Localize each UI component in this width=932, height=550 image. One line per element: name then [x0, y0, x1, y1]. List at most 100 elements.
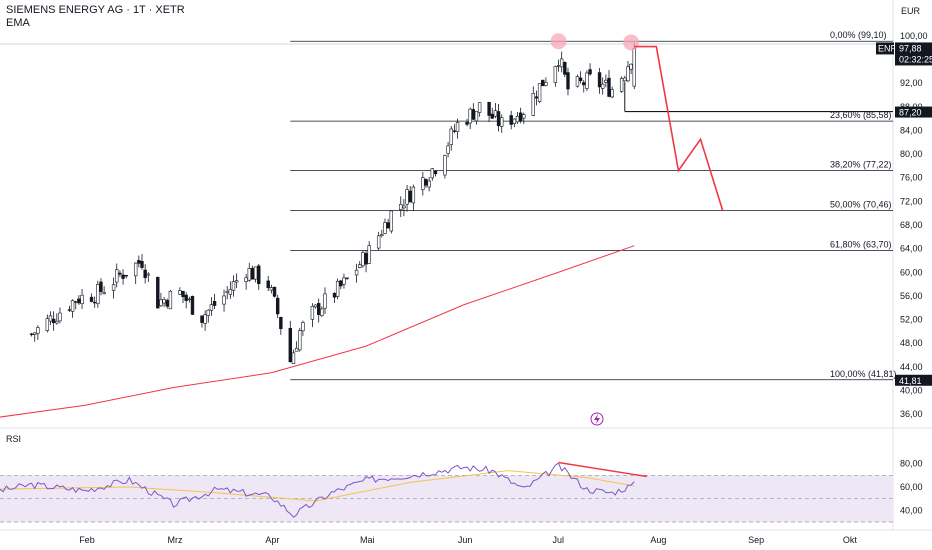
candle-body: [115, 269, 119, 283]
candle-body: [582, 82, 586, 86]
time-tick-label: Okt: [843, 535, 858, 545]
candle-body: [225, 290, 229, 293]
candle-body: [474, 110, 479, 122]
candle-body: [597, 72, 602, 88]
candle-body: [559, 58, 564, 68]
candle: [559, 51, 564, 73]
candle: [468, 107, 472, 130]
candle: [137, 255, 141, 268]
candle: [534, 90, 539, 106]
currency-label: EUR: [901, 6, 921, 16]
candle: [181, 290, 185, 304]
candle-body: [266, 280, 270, 289]
candle-body: [184, 294, 188, 301]
candle: [203, 310, 207, 331]
candle-body: [383, 222, 387, 234]
level-tag-1: 87,20: [895, 106, 932, 118]
price-tick-label: 44,00: [900, 362, 923, 372]
candle-body: [405, 189, 409, 205]
candle-body: [187, 298, 192, 301]
candle: [33, 332, 37, 342]
candle: [541, 79, 545, 87]
candle-body: [279, 316, 283, 329]
candle-body: [301, 322, 305, 332]
candle: [607, 69, 611, 98]
candle: [162, 297, 166, 308]
projection-path[interactable]: [634, 45, 724, 211]
candle: [585, 70, 589, 92]
candle: [269, 284, 274, 294]
lightning-icon[interactable]: [590, 412, 604, 426]
candle-body: [96, 284, 100, 304]
candle: [288, 320, 293, 363]
candle: [364, 250, 368, 273]
candle: [247, 262, 251, 282]
candle-body: [156, 276, 160, 309]
candle: [102, 286, 106, 295]
candle: [257, 263, 261, 290]
candle: [408, 185, 412, 203]
candle: [383, 218, 387, 235]
candle: [389, 210, 393, 234]
candle-body: [449, 128, 453, 145]
candle-body: [165, 300, 169, 307]
candle: [515, 111, 520, 124]
candle-body: [512, 118, 517, 124]
candle-body: [335, 280, 340, 297]
candle: [29, 332, 34, 337]
candle: [48, 311, 53, 326]
candle: [629, 63, 633, 75]
candle: [146, 272, 151, 282]
candle-body: [80, 294, 84, 304]
candle: [619, 76, 624, 93]
candle-body: [36, 327, 40, 334]
price-tick-label: 76,00: [900, 173, 923, 183]
candle-body: [468, 108, 472, 124]
candle-body: [367, 245, 371, 264]
candle-body: [181, 290, 185, 298]
candle: [279, 316, 283, 335]
candle-body: [430, 168, 435, 179]
candle: [626, 61, 630, 83]
candle: [143, 264, 147, 284]
candle: [455, 118, 460, 139]
candle: [582, 79, 586, 93]
candle: [512, 118, 517, 128]
candle-body: [358, 264, 362, 268]
candle: [225, 286, 229, 300]
fib-level-label: 61,80% (63,70): [830, 239, 892, 249]
candle-body: [402, 205, 406, 209]
price-tick-label: 68,00: [900, 220, 923, 230]
candle: [298, 327, 302, 352]
candle-body: [399, 204, 403, 211]
price-tick-label: 92,00: [900, 78, 923, 88]
candle-body: [323, 293, 327, 309]
candle-body: [556, 65, 561, 67]
candle-body: [162, 299, 166, 304]
bar-countdown: 02:32:25: [899, 54, 932, 64]
candle-body: [522, 114, 526, 119]
candle: [474, 110, 479, 125]
candle: [184, 292, 188, 309]
candle: [99, 278, 103, 296]
candle: [345, 277, 349, 280]
candle: [424, 178, 428, 188]
fibonacci-retracement[interactable]: 0,00% (99,10) 23,60% (85,58) 38,20% (77,22…: [290, 30, 897, 381]
time-tick-label: Jul: [553, 535, 565, 545]
candle-body: [465, 122, 469, 125]
candle-body: [585, 72, 589, 89]
candle: [77, 295, 81, 305]
candle-body: [209, 304, 214, 311]
candle: [206, 309, 210, 323]
candle-body: [275, 297, 280, 315]
candle: [168, 289, 173, 310]
price-tick-label: 100,00: [900, 31, 928, 41]
candle: [70, 299, 75, 318]
candle-body: [92, 301, 97, 304]
time-tick-label: Mai: [360, 535, 375, 545]
candle: [89, 293, 94, 303]
candle: [133, 262, 138, 285]
candle-body: [250, 267, 255, 280]
candle-body: [354, 269, 359, 276]
